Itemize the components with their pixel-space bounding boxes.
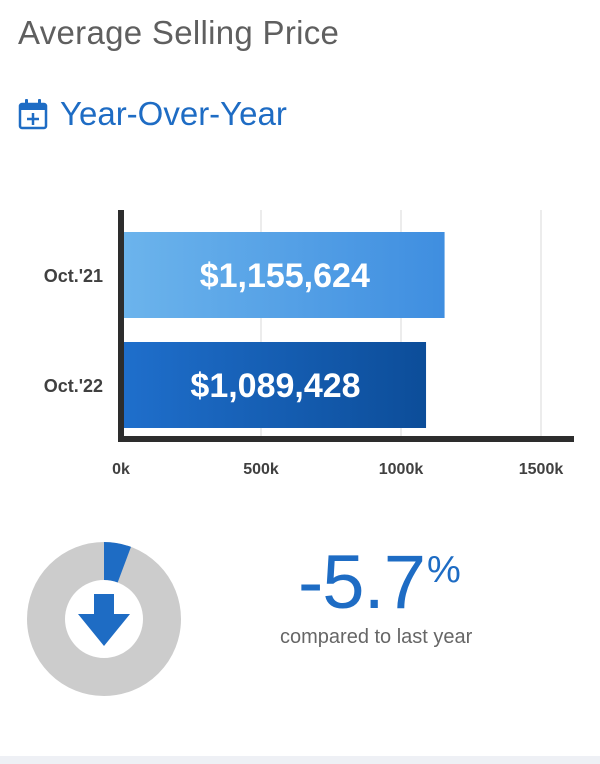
bar — [121, 342, 427, 428]
bar-value-label: $1,155,624 — [200, 257, 370, 295]
x-axis-line — [118, 436, 574, 442]
x-tick-label: 0k — [112, 461, 130, 478]
page-title: Average Selling Price — [18, 14, 340, 51]
change-donut — [27, 542, 181, 696]
x-tick-label: 500k — [243, 461, 279, 478]
bottom-divider — [0, 756, 600, 764]
subtitle-row: Year-Over-Year — [18, 95, 287, 133]
change-value: -5.7 — [298, 540, 426, 625]
bar — [121, 232, 445, 318]
change-unit: % — [426, 549, 461, 591]
category-label: Oct.'22 — [44, 376, 103, 396]
bar-value-label: $1,089,428 — [190, 367, 360, 405]
donut-change-arc — [103, 542, 131, 583]
bar-chart: $1,155,624 Oct.'21 $1,089,428 Oct.'22 0k 500k… — [44, 210, 574, 478]
x-tick-label: 1000k — [379, 461, 424, 478]
change-caption: compared to last year — [280, 626, 473, 648]
calendar-plus-icon — [18, 99, 48, 130]
y-axis-line — [118, 210, 124, 442]
category-label: Oct.'21 — [44, 266, 103, 286]
arrow-down-icon — [78, 594, 130, 646]
chart-subtitle: Year-Over-Year — [60, 95, 287, 132]
change-percent: -5.7 % — [298, 545, 461, 621]
x-tick-label: 1500k — [519, 461, 564, 478]
